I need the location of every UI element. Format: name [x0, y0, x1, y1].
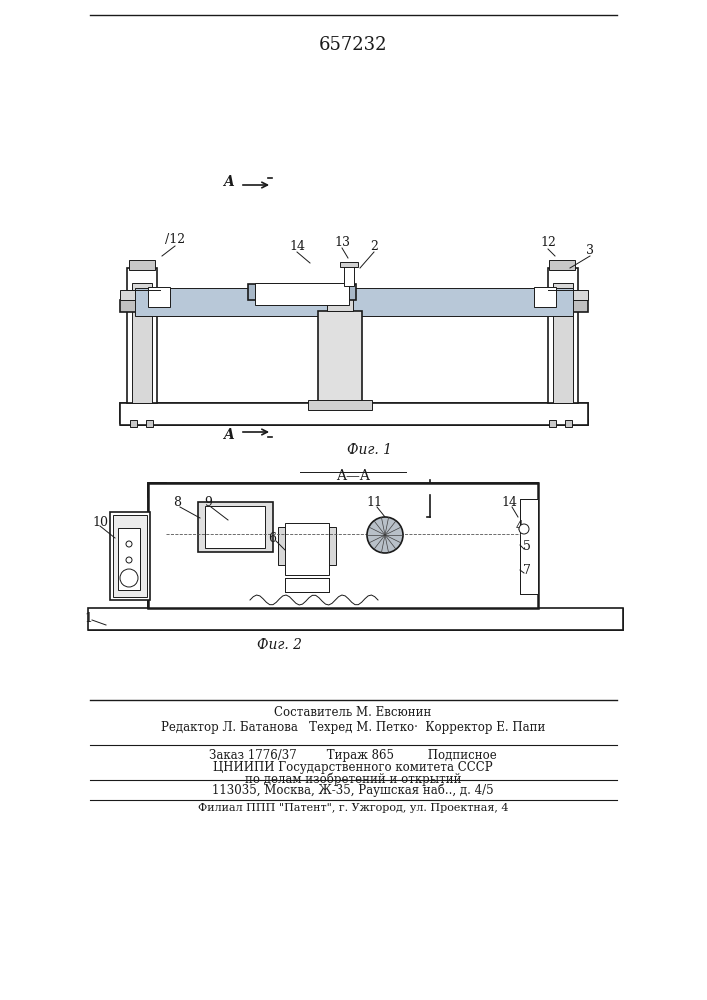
Circle shape: [126, 557, 132, 563]
Bar: [110, 512, 150, 600]
Bar: [127, 268, 157, 403]
Text: 12: 12: [540, 236, 556, 249]
Bar: [129, 260, 155, 270]
Text: Составитель М. Евсюнин: Составитель М. Евсюнин: [274, 706, 432, 718]
Bar: [520, 499, 538, 594]
Text: Фиг. 1: Фиг. 1: [348, 443, 392, 457]
Bar: [88, 608, 623, 630]
Bar: [148, 483, 166, 608]
Bar: [285, 578, 329, 592]
Bar: [148, 483, 538, 497]
Text: 10: 10: [92, 516, 108, 528]
Bar: [132, 283, 152, 403]
Text: 11: 11: [366, 496, 382, 510]
Bar: [553, 283, 573, 403]
Bar: [120, 419, 588, 425]
Bar: [198, 502, 273, 552]
Circle shape: [120, 569, 138, 587]
Bar: [340, 262, 358, 267]
Text: Филиал ППП "Патент", г. Ужгород, ул. Проектная, 4: Филиал ППП "Патент", г. Ужгород, ул. Про…: [198, 803, 508, 813]
Text: 3: 3: [586, 243, 594, 256]
Bar: [118, 528, 140, 590]
Bar: [334, 287, 346, 297]
Bar: [130, 420, 137, 427]
Bar: [344, 266, 354, 286]
Bar: [534, 287, 556, 307]
Text: 14: 14: [289, 239, 305, 252]
Bar: [327, 297, 353, 311]
Bar: [549, 420, 556, 427]
Text: /12: /12: [165, 233, 185, 246]
Bar: [148, 592, 538, 608]
Bar: [120, 403, 588, 423]
Bar: [308, 400, 372, 410]
Text: 7: 7: [523, 564, 531, 576]
Bar: [278, 527, 336, 565]
Bar: [285, 523, 329, 575]
Text: по делам изобретений и открытий: по делам изобретений и открытий: [245, 772, 461, 786]
Text: 13: 13: [334, 235, 350, 248]
Text: 9: 9: [204, 496, 212, 510]
Text: 113035, Москва, Ж-35, Раушская наб.., д. 4/5: 113035, Москва, Ж-35, Раушская наб.., д.…: [212, 783, 493, 797]
Bar: [205, 506, 265, 548]
Bar: [549, 260, 575, 270]
Bar: [565, 420, 572, 427]
Text: A: A: [223, 175, 234, 189]
Circle shape: [519, 524, 529, 534]
Bar: [548, 268, 578, 403]
Text: A: A: [223, 428, 234, 442]
Bar: [318, 311, 362, 403]
Bar: [120, 290, 588, 300]
Bar: [113, 515, 147, 597]
Text: Заказ 1776/37        Тираж 865         Подписное: Заказ 1776/37 Тираж 865 Подписное: [209, 750, 497, 762]
Bar: [88, 608, 623, 630]
Text: 1: 1: [84, 611, 92, 624]
Bar: [146, 420, 153, 427]
Bar: [148, 287, 170, 307]
Bar: [148, 483, 538, 608]
Text: 4: 4: [516, 520, 524, 532]
Bar: [255, 283, 349, 305]
Text: Редактор Л. Батанова   Техред М. Петко·  Корректор Е. Папи: Редактор Л. Батанова Техред М. Петко· Ко…: [160, 722, 545, 734]
Bar: [520, 499, 538, 594]
Text: 2: 2: [370, 239, 378, 252]
Text: ЦНИИПИ Государственного комитета СССР: ЦНИИПИ Государственного комитета СССР: [214, 762, 493, 774]
Text: Фиг. 2: Фиг. 2: [257, 638, 303, 652]
Text: 5: 5: [523, 540, 531, 552]
Bar: [148, 592, 538, 608]
Bar: [248, 284, 356, 300]
Bar: [148, 483, 538, 497]
Bar: [120, 403, 588, 425]
Text: A—A: A—A: [336, 469, 370, 483]
Bar: [520, 483, 538, 608]
Text: 14: 14: [501, 496, 517, 510]
Circle shape: [126, 541, 132, 547]
Bar: [285, 578, 329, 592]
Circle shape: [367, 517, 403, 553]
Bar: [148, 483, 166, 608]
Bar: [520, 483, 538, 608]
Text: 8: 8: [173, 496, 181, 510]
Text: 6: 6: [268, 532, 276, 544]
Text: 657232: 657232: [319, 36, 387, 54]
Bar: [120, 300, 588, 312]
Bar: [135, 288, 573, 316]
